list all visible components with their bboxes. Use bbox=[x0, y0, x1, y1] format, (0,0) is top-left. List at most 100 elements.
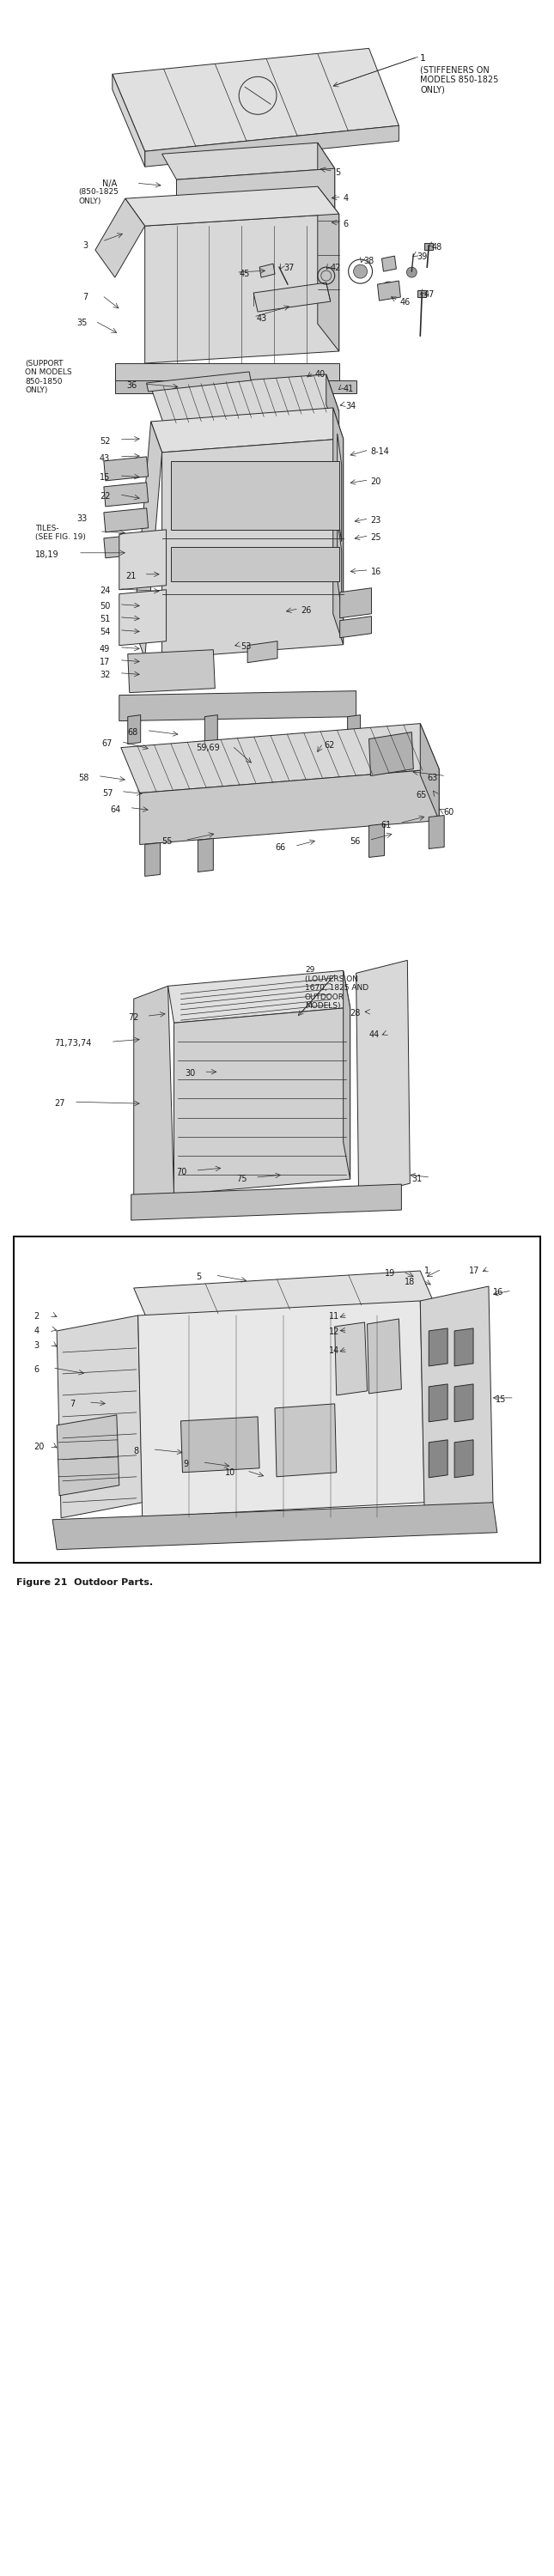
Polygon shape bbox=[151, 407, 343, 453]
Text: 48: 48 bbox=[432, 242, 442, 252]
Polygon shape bbox=[337, 433, 342, 541]
Text: 29
(LOUVERS ON
1670, 1825 AND
OUTDOOR
MODELS): 29 (LOUVERS ON 1670, 1825 AND OUTDOOR MO… bbox=[305, 966, 368, 1010]
Polygon shape bbox=[454, 1329, 473, 1365]
Text: 4: 4 bbox=[34, 1327, 39, 1334]
Text: 45: 45 bbox=[239, 270, 249, 278]
Polygon shape bbox=[340, 587, 372, 618]
Text: 41: 41 bbox=[343, 384, 354, 394]
Text: N/A: N/A bbox=[102, 180, 117, 188]
Polygon shape bbox=[171, 546, 339, 582]
Text: 36: 36 bbox=[127, 381, 137, 389]
Circle shape bbox=[382, 281, 396, 296]
Text: 2: 2 bbox=[34, 1311, 39, 1321]
Text: 56: 56 bbox=[350, 837, 361, 845]
Polygon shape bbox=[151, 374, 339, 425]
Polygon shape bbox=[131, 1185, 402, 1221]
Circle shape bbox=[274, 260, 283, 270]
Polygon shape bbox=[57, 1414, 119, 1497]
Text: 15: 15 bbox=[495, 1396, 506, 1404]
Polygon shape bbox=[454, 1440, 473, 1479]
Text: 50: 50 bbox=[100, 603, 110, 611]
Polygon shape bbox=[340, 616, 372, 639]
Text: 38: 38 bbox=[364, 258, 375, 265]
Text: 66: 66 bbox=[275, 842, 285, 853]
Polygon shape bbox=[198, 837, 213, 871]
Text: 16: 16 bbox=[371, 567, 381, 577]
Polygon shape bbox=[429, 817, 444, 848]
Polygon shape bbox=[125, 185, 339, 227]
Text: 30: 30 bbox=[185, 1069, 196, 1077]
Text: 59,69: 59,69 bbox=[196, 744, 220, 752]
Polygon shape bbox=[57, 1316, 142, 1517]
Polygon shape bbox=[177, 167, 335, 227]
Text: 19: 19 bbox=[384, 1270, 395, 1278]
Text: 43: 43 bbox=[256, 314, 266, 322]
Polygon shape bbox=[134, 422, 162, 659]
Polygon shape bbox=[382, 255, 396, 270]
Text: 57: 57 bbox=[102, 788, 113, 799]
Polygon shape bbox=[53, 1502, 497, 1551]
Text: 72: 72 bbox=[128, 1012, 138, 1023]
Polygon shape bbox=[367, 1319, 402, 1394]
Text: Figure 21  Outdoor Parts.: Figure 21 Outdoor Parts. bbox=[17, 1579, 153, 1587]
Text: 51: 51 bbox=[100, 616, 110, 623]
Circle shape bbox=[353, 265, 367, 278]
Polygon shape bbox=[429, 1440, 448, 1479]
Polygon shape bbox=[115, 381, 356, 394]
Text: 63: 63 bbox=[427, 773, 438, 783]
Polygon shape bbox=[259, 263, 275, 278]
Text: 8-14: 8-14 bbox=[371, 448, 389, 456]
Text: 5: 5 bbox=[196, 1273, 202, 1280]
Polygon shape bbox=[128, 716, 141, 744]
Polygon shape bbox=[347, 716, 361, 744]
Polygon shape bbox=[275, 1404, 336, 1476]
Text: 6: 6 bbox=[34, 1365, 39, 1373]
Polygon shape bbox=[335, 1321, 367, 1396]
Polygon shape bbox=[369, 732, 413, 775]
Polygon shape bbox=[418, 291, 426, 296]
Polygon shape bbox=[104, 533, 148, 559]
Text: 64: 64 bbox=[111, 806, 121, 814]
Text: 47: 47 bbox=[424, 291, 434, 299]
Text: 67: 67 bbox=[101, 739, 112, 747]
Polygon shape bbox=[119, 590, 166, 647]
Polygon shape bbox=[115, 363, 339, 381]
Circle shape bbox=[407, 268, 417, 278]
Text: 28: 28 bbox=[350, 1010, 361, 1018]
Polygon shape bbox=[145, 126, 399, 167]
Text: 23: 23 bbox=[371, 515, 381, 526]
Text: 35: 35 bbox=[76, 319, 87, 327]
Text: 37: 37 bbox=[284, 263, 294, 273]
Text: 9: 9 bbox=[183, 1461, 188, 1468]
Polygon shape bbox=[337, 520, 342, 611]
Polygon shape bbox=[145, 842, 160, 876]
Polygon shape bbox=[171, 461, 339, 531]
Text: 33: 33 bbox=[76, 515, 87, 523]
Polygon shape bbox=[119, 690, 356, 721]
Text: 58: 58 bbox=[78, 773, 89, 783]
Text: 17: 17 bbox=[100, 657, 110, 667]
Polygon shape bbox=[333, 407, 343, 644]
Polygon shape bbox=[128, 649, 215, 693]
Polygon shape bbox=[420, 724, 439, 822]
Text: 20: 20 bbox=[34, 1443, 44, 1450]
Polygon shape bbox=[317, 142, 335, 211]
Text: 11: 11 bbox=[329, 1311, 339, 1321]
Text: 31: 31 bbox=[412, 1175, 422, 1182]
Text: 52: 52 bbox=[100, 438, 110, 446]
Text: 55: 55 bbox=[162, 837, 173, 845]
Polygon shape bbox=[138, 1301, 424, 1517]
Polygon shape bbox=[356, 961, 410, 1195]
Text: 17: 17 bbox=[469, 1267, 480, 1275]
Polygon shape bbox=[248, 641, 278, 662]
Text: (STIFFENERS ON
MODELS 850-1825
ONLY): (STIFFENERS ON MODELS 850-1825 ONLY) bbox=[420, 64, 499, 95]
Text: 68: 68 bbox=[128, 729, 138, 737]
Text: 61: 61 bbox=[381, 822, 392, 829]
Circle shape bbox=[198, 1425, 240, 1466]
Polygon shape bbox=[162, 142, 335, 180]
Text: 26: 26 bbox=[300, 605, 311, 616]
Text: 14: 14 bbox=[329, 1347, 339, 1355]
Text: 53: 53 bbox=[240, 641, 252, 652]
Polygon shape bbox=[134, 987, 174, 1208]
Bar bbox=[14, 1236, 540, 1564]
